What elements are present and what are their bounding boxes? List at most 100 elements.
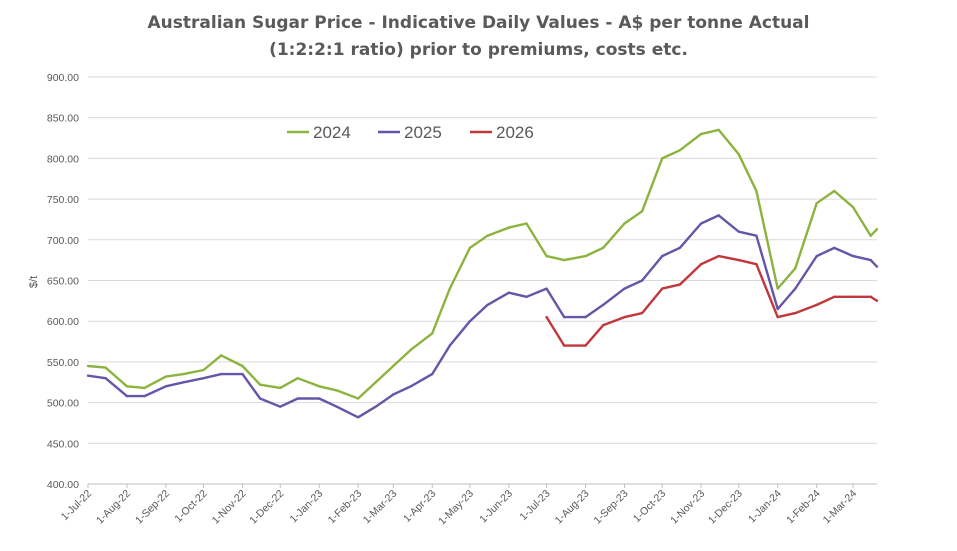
data-point-2024 (448, 287, 452, 290)
data-point-2024 (104, 366, 107, 369)
data-point-2024 (875, 228, 879, 231)
data-point-2025 (584, 315, 587, 319)
data-point-2025 (279, 405, 282, 408)
data-point-2026 (755, 263, 758, 266)
data-point-2026 (794, 311, 797, 315)
data-point-2026 (851, 295, 855, 298)
data-point-2025 (448, 344, 452, 347)
data-point-2026 (640, 311, 644, 315)
data-point-2025 (219, 372, 223, 376)
data-point-2024 (317, 385, 321, 388)
data-point-2024 (296, 376, 300, 380)
data-point-2025 (104, 376, 107, 380)
y-tick-label: 500.00 (47, 398, 79, 410)
data-point-2024 (86, 364, 90, 368)
x-tick-label: 1-Feb-23 (326, 488, 365, 527)
data-point-2025 (431, 372, 434, 376)
x-tick-label: 1-Aug-22 (94, 488, 133, 527)
x-tick-label: 1-Mar-23 (361, 488, 400, 527)
x-tick-label: 1-Dec-22 (247, 488, 286, 527)
data-point-2026 (869, 295, 872, 298)
data-point-2025 (660, 254, 664, 258)
y-tick-label: 900.00 (47, 72, 79, 84)
data-point-2026 (776, 315, 779, 319)
data-point-2026 (699, 263, 703, 266)
data-point-2024 (869, 234, 872, 237)
data-point-2025 (317, 397, 321, 400)
data-point-2024 (776, 287, 779, 290)
gridlines (88, 76, 877, 485)
chart-title: Australian Sugar Price - Indicative Dail… (0, 10, 957, 64)
y-tick-label: 450.00 (47, 438, 79, 450)
x-tick-label: 1-Aug-23 (553, 488, 592, 527)
data-point-2026 (623, 315, 626, 319)
data-point-2026 (660, 287, 664, 290)
data-point-2025 (623, 287, 626, 290)
data-point-2025 (468, 320, 472, 323)
x-tick-label: 1-Sep-22 (133, 488, 172, 527)
x-tick-label: 1-Apr-23 (401, 488, 438, 525)
data-point-2025 (755, 234, 758, 237)
data-point-2026 (562, 344, 566, 347)
data-point-2024 (507, 226, 511, 229)
x-tick-label: 1-Jan-23 (287, 488, 325, 526)
legend-label-2026: 2026 (496, 123, 534, 142)
data-point-2025 (374, 405, 377, 408)
data-point-2024 (851, 206, 855, 209)
data-point-2025 (815, 254, 818, 258)
data-point-2024 (143, 386, 146, 390)
x-tick-label: 1-Sep-23 (592, 488, 631, 527)
data-point-2024 (545, 254, 548, 258)
data-point-2024 (755, 189, 758, 193)
data-point-2024 (660, 157, 664, 160)
x-tick-label: 1-Jul-23 (517, 488, 552, 523)
data-point-2025 (699, 222, 703, 225)
data-point-2025 (125, 394, 129, 398)
data-point-2024 (409, 348, 413, 351)
data-point-2024 (392, 364, 395, 368)
data-point-2025 (875, 265, 879, 268)
data-point-2025 (356, 416, 360, 419)
data-point-2024 (833, 189, 836, 193)
y-tick-label: 600.00 (47, 316, 79, 328)
data-point-2025 (640, 279, 644, 282)
data-point-2024 (623, 222, 626, 225)
data-point-2025 (737, 230, 740, 233)
y-tick-label: 650.00 (47, 276, 79, 288)
data-point-2024 (815, 201, 818, 205)
y-tick-label: 550.00 (47, 357, 79, 369)
data-point-2025 (794, 287, 797, 290)
data-point-2025 (392, 393, 395, 396)
data-point-2024 (374, 381, 377, 384)
data-point-2024 (737, 153, 740, 156)
data-point-2025 (562, 315, 566, 319)
data-point-2024 (219, 354, 223, 357)
x-tick-label: 1-Jul-22 (59, 488, 94, 523)
data-point-2024 (584, 254, 587, 258)
data-point-2024 (202, 368, 205, 372)
data-point-2025 (143, 394, 146, 398)
data-point-2026 (678, 283, 681, 286)
data-point-2025 (182, 381, 185, 384)
y-tick-label: 850.00 (47, 113, 79, 125)
data-point-2025 (86, 374, 90, 377)
series-line-2025 (87, 214, 878, 419)
chart-title-line1: Australian Sugar Price - Indicative Dail… (147, 13, 810, 33)
data-point-2026 (545, 315, 548, 319)
data-point-2025 (545, 287, 548, 290)
y-tick-label: 400.00 (47, 479, 79, 491)
data-point-2024 (468, 246, 472, 250)
x-tick-label: 1-Dec-23 (706, 488, 745, 527)
data-point-2024 (562, 258, 566, 262)
data-point-2026 (601, 324, 605, 327)
series-line-2026 (545, 254, 878, 347)
data-point-2024 (241, 364, 244, 368)
data-point-2024 (525, 222, 528, 225)
data-point-2025 (486, 303, 489, 307)
data-point-2025 (258, 397, 262, 400)
data-point-2024 (601, 246, 605, 250)
data-point-2024 (356, 397, 360, 400)
data-point-2026 (717, 254, 720, 258)
legend: 2024 2025 2026 (287, 123, 534, 142)
